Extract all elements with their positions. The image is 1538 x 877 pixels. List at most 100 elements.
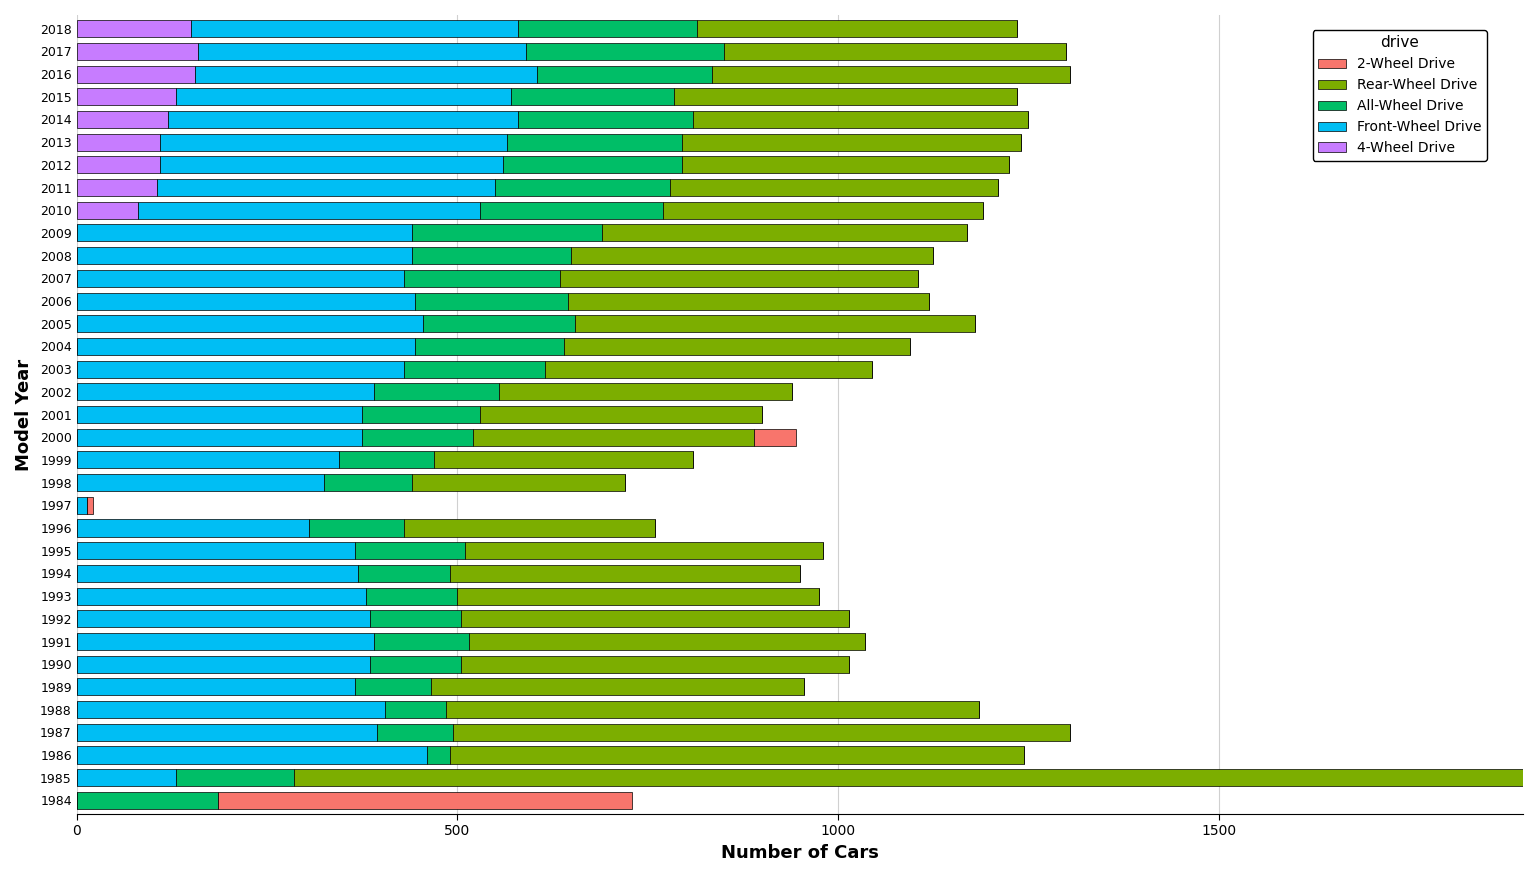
Bar: [358, 565, 449, 582]
X-axis label: Number of Cars: Number of Cars: [721, 844, 878, 862]
Bar: [77, 633, 374, 650]
Bar: [511, 89, 674, 105]
Bar: [469, 633, 864, 650]
Bar: [454, 724, 1070, 741]
Bar: [77, 406, 361, 423]
Bar: [77, 565, 358, 582]
Bar: [377, 724, 454, 741]
Bar: [77, 133, 160, 151]
Legend: 2-Wheel Drive, Rear-Wheel Drive, All-Wheel Drive, Front-Wheel Drive, 4-Wheel Dri: 2-Wheel Drive, Rear-Wheel Drive, All-Whe…: [1312, 30, 1487, 160]
Bar: [560, 270, 918, 287]
Bar: [446, 701, 978, 718]
Bar: [575, 315, 975, 332]
Bar: [412, 474, 624, 491]
Y-axis label: Model Year: Model Year: [15, 359, 32, 471]
Bar: [526, 43, 724, 60]
Bar: [77, 519, 309, 537]
Bar: [518, 20, 697, 37]
Bar: [137, 202, 480, 218]
Bar: [518, 111, 694, 128]
Bar: [191, 20, 518, 37]
Bar: [681, 156, 1009, 174]
Bar: [754, 429, 797, 446]
Bar: [175, 769, 294, 786]
Bar: [355, 542, 464, 560]
Bar: [77, 293, 415, 310]
Bar: [404, 519, 655, 537]
Bar: [77, 20, 191, 37]
Bar: [674, 89, 1017, 105]
Bar: [77, 338, 415, 355]
Bar: [449, 565, 800, 582]
Bar: [374, 633, 469, 650]
Bar: [77, 792, 217, 809]
Bar: [601, 225, 967, 241]
Bar: [77, 383, 374, 400]
Bar: [77, 679, 355, 695]
Bar: [77, 315, 423, 332]
Bar: [537, 66, 712, 82]
Bar: [572, 247, 934, 264]
Bar: [355, 679, 431, 695]
Bar: [412, 225, 601, 241]
Bar: [361, 429, 472, 446]
Bar: [369, 610, 461, 627]
Bar: [195, 66, 537, 82]
Bar: [415, 293, 568, 310]
Bar: [431, 679, 804, 695]
Bar: [712, 66, 1070, 82]
Bar: [77, 202, 137, 218]
Bar: [77, 111, 168, 128]
Bar: [369, 656, 461, 673]
Bar: [77, 179, 157, 196]
Bar: [694, 111, 1029, 128]
Bar: [77, 474, 325, 491]
Bar: [77, 610, 369, 627]
Bar: [77, 247, 412, 264]
Bar: [77, 542, 355, 560]
Bar: [157, 179, 495, 196]
Bar: [77, 360, 404, 378]
Bar: [506, 133, 681, 151]
Bar: [374, 383, 500, 400]
Bar: [77, 701, 384, 718]
Bar: [309, 519, 404, 537]
Bar: [423, 315, 575, 332]
Bar: [77, 724, 377, 741]
Bar: [457, 588, 818, 604]
Bar: [77, 270, 404, 287]
Bar: [294, 769, 1538, 786]
Bar: [449, 746, 1024, 764]
Bar: [434, 452, 694, 468]
Bar: [461, 656, 849, 673]
Bar: [88, 496, 94, 514]
Bar: [168, 111, 518, 128]
Bar: [404, 360, 544, 378]
Bar: [217, 792, 632, 809]
Bar: [160, 156, 503, 174]
Bar: [544, 360, 872, 378]
Bar: [384, 701, 446, 718]
Bar: [77, 588, 366, 604]
Bar: [160, 133, 506, 151]
Bar: [663, 202, 983, 218]
Bar: [198, 43, 526, 60]
Bar: [503, 156, 681, 174]
Bar: [404, 270, 560, 287]
Bar: [428, 746, 449, 764]
Bar: [724, 43, 1066, 60]
Bar: [77, 429, 361, 446]
Bar: [325, 474, 412, 491]
Bar: [77, 656, 369, 673]
Bar: [412, 247, 572, 264]
Bar: [568, 293, 929, 310]
Bar: [480, 202, 663, 218]
Bar: [464, 542, 823, 560]
Bar: [77, 156, 160, 174]
Bar: [77, 225, 412, 241]
Bar: [697, 20, 1017, 37]
Bar: [77, 66, 195, 82]
Bar: [415, 338, 564, 355]
Bar: [77, 89, 175, 105]
Bar: [480, 406, 761, 423]
